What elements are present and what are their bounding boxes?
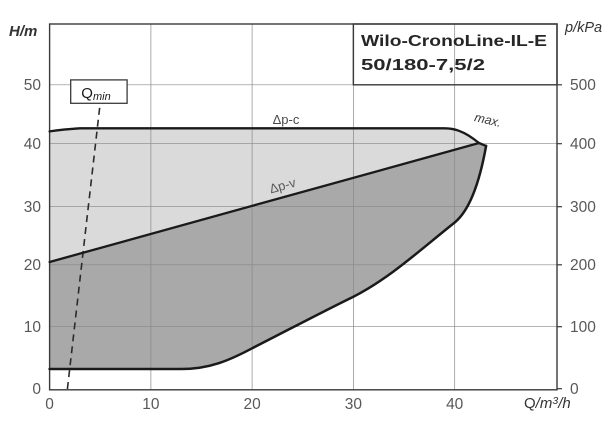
svg-text:p/kPa: p/kPa <box>564 20 602 36</box>
svg-text:20: 20 <box>243 396 261 413</box>
svg-text:200: 200 <box>570 257 596 274</box>
svg-text:40: 40 <box>446 396 464 413</box>
svg-text:10: 10 <box>24 319 42 336</box>
svg-text:20: 20 <box>24 257 42 274</box>
svg-text:100: 100 <box>570 319 596 336</box>
svg-text:0: 0 <box>570 381 579 398</box>
svg-text:50: 50 <box>24 77 42 94</box>
svg-text:50/180-7,5/2: 50/180-7,5/2 <box>361 57 485 74</box>
svg-text:max.: max. <box>473 110 503 130</box>
svg-text:0: 0 <box>45 396 54 413</box>
svg-text:30: 30 <box>24 199 42 216</box>
svg-text:40: 40 <box>24 136 42 153</box>
svg-text:Δp-c: Δp-c <box>273 112 300 127</box>
svg-text:300: 300 <box>570 199 596 216</box>
svg-text:0: 0 <box>32 381 41 398</box>
svg-text:30: 30 <box>345 396 363 413</box>
svg-text:Q/m3/h: Q/m3/h <box>524 395 571 412</box>
svg-text:500: 500 <box>570 77 596 94</box>
svg-text:H/m: H/m <box>9 23 37 40</box>
svg-text:400: 400 <box>570 136 596 153</box>
svg-text:10: 10 <box>142 396 160 413</box>
svg-text:Wilo-CronoLine-IL-E: Wilo-CronoLine-IL-E <box>361 33 547 50</box>
